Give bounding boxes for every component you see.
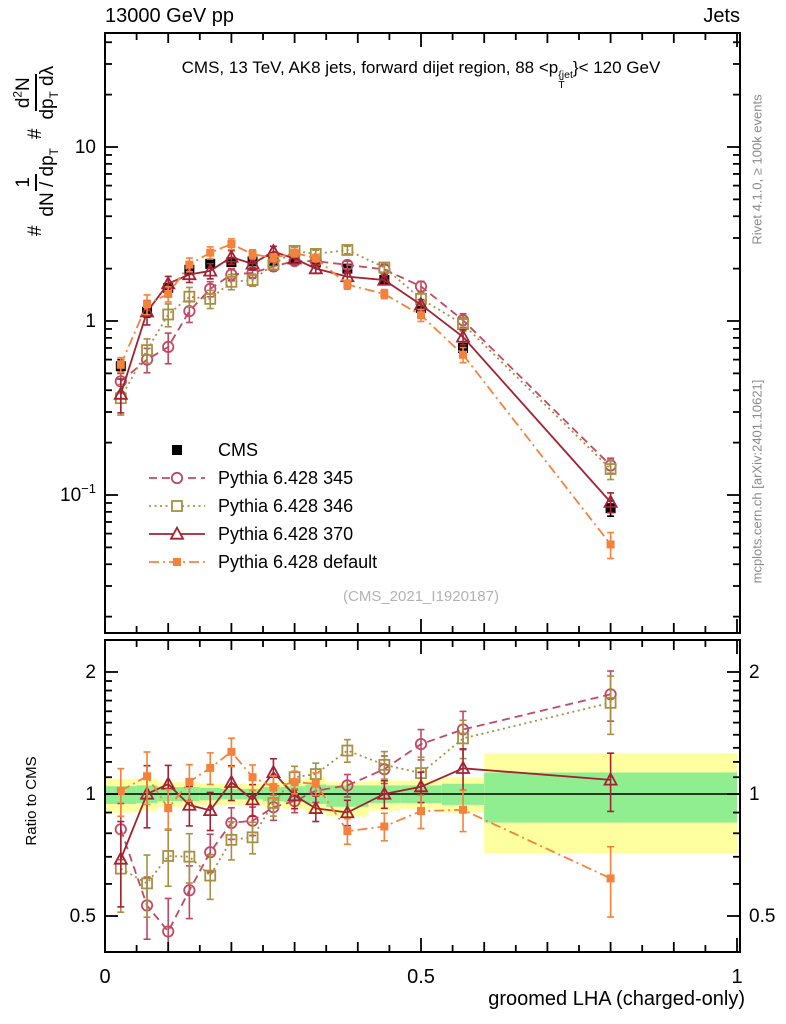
axis-tick-labels: 10 1 10−1 2 2 1 1 0.5 0.5 0 0.5 1 bbox=[60, 137, 775, 988]
ratio-y-tick-label-right: 0.5 bbox=[749, 906, 775, 927]
x-axis-title: groomed LHA (charged-only) bbox=[488, 988, 745, 1010]
main-y-axis-title: #1 dN / dpT # d2N dpT dλ bbox=[11, 65, 61, 237]
legend-item-pythia-6-428-370: Pythia 6.428 370 bbox=[148, 520, 377, 548]
ratio-y-tick-label-left: 2 bbox=[85, 662, 96, 683]
main-series-pythia-6-428-default bbox=[116, 238, 615, 560]
main-y-tick-label: 1 bbox=[85, 311, 96, 332]
x-tick-label: 0.5 bbox=[407, 966, 435, 988]
ratio-series-pythia-6-428-default bbox=[116, 737, 615, 918]
x-tick-label: 1 bbox=[731, 966, 742, 988]
main-y-tick-label: 10−1 bbox=[60, 481, 96, 506]
analysis-id-watermark: (CMS_2021_I1920187) bbox=[343, 588, 499, 605]
legend-item-pythia-6-428-345: Pythia 6.428 345 bbox=[148, 464, 377, 492]
ratio-y-axis-title: Ratio to CMS bbox=[23, 756, 40, 846]
legend-label: Pythia 6.428 default bbox=[218, 551, 378, 572]
legend-marker-pythia-6-428-345 bbox=[149, 471, 205, 485]
legend-marker-cms bbox=[172, 445, 182, 455]
ratio-series-pythia-6-428-370 bbox=[113, 748, 619, 908]
legend: CMS Pythia 6.428 345 Pythia 6.428 346 Pythi… bbox=[148, 436, 377, 576]
panel-frames bbox=[104, 32, 741, 953]
plot-title: CMS, 13 TeV, AK8 jets, forward dijet reg… bbox=[181, 58, 661, 91]
analysis-group-label: Jets bbox=[703, 5, 740, 27]
legend-marker-pythia-6-428-346 bbox=[149, 500, 205, 512]
legend-label: Pythia 6.428 370 bbox=[218, 523, 354, 544]
beam-energy-label: 13000 GeV pp bbox=[105, 5, 234, 27]
legend-item-pythia-6-428-346: Pythia 6.428 346 bbox=[148, 492, 377, 520]
legend-label: Pythia 6.428 346 bbox=[218, 495, 354, 516]
ratio-y-tick-label-right: 2 bbox=[749, 662, 760, 683]
legend-item-cms: CMS bbox=[148, 436, 377, 464]
rivet-version-label: Rivet 4.1.0, ≥ 100k events bbox=[749, 94, 765, 245]
ratio-y-tick-label-left: 0.5 bbox=[70, 906, 96, 927]
ratio-y-tick-label-left: 1 bbox=[85, 784, 96, 805]
legend-label: CMS bbox=[218, 439, 258, 460]
legend-marker-pythia-6-428-default bbox=[149, 558, 205, 566]
ratio-series-pythia-6-428-346 bbox=[114, 675, 617, 918]
legend-item-pythia-6-428-default: Pythia 6.428 default bbox=[148, 548, 377, 576]
legend-marker-pythia-6-428-370 bbox=[149, 525, 205, 540]
mcplots-reference-label: mcplots.cern.ch [arXiv:2401.10621] bbox=[749, 379, 765, 584]
axis-ticks bbox=[104, 33, 740, 952]
main-y-tick-label: 10 bbox=[75, 137, 96, 158]
x-tick-label: 0 bbox=[99, 966, 110, 988]
ratio-y-tick-label-right: 1 bbox=[749, 784, 760, 805]
legend-label: Pythia 6.428 345 bbox=[218, 467, 354, 488]
